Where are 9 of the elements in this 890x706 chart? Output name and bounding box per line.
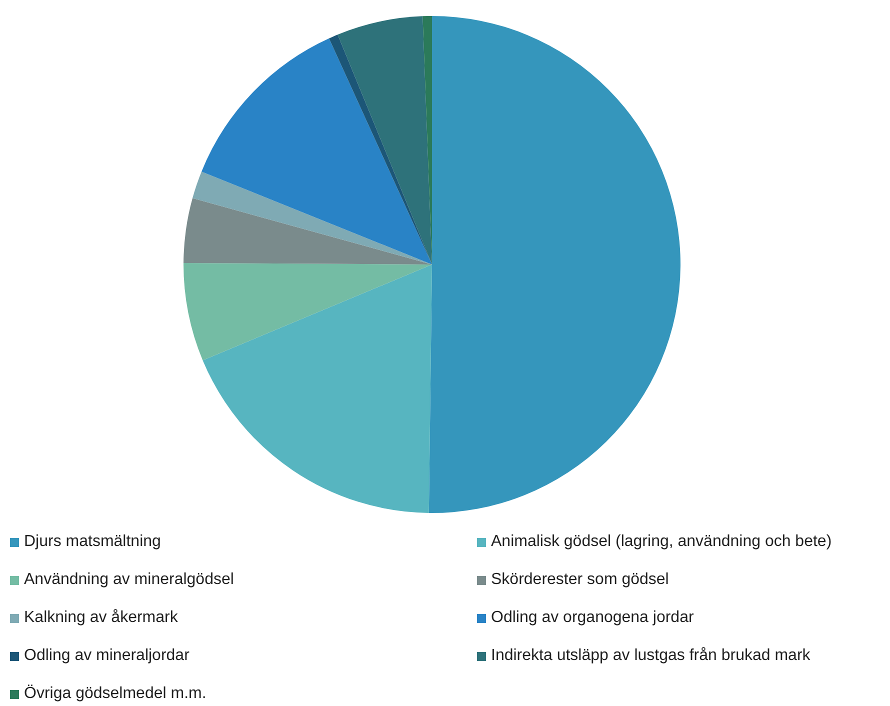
legend-label: Odling av mineraljordar	[24, 647, 190, 665]
legend-label: Indirekta utsläpp av lustgas från brukad mark	[491, 647, 810, 665]
legend-label: Odling av organogena jordar	[491, 609, 694, 627]
legend-label: Djurs matsmältning	[24, 533, 161, 551]
legend-label: Skörderester som gödsel	[491, 571, 669, 589]
legend-label: Animalisk gödsel (lagring, användning och bete)	[491, 533, 832, 551]
legend-label: Användning av mineralgödsel	[24, 571, 234, 589]
legend-label: Övriga gödselmedel m.m.	[24, 685, 206, 703]
legend-label: Kalkning av åkermark	[24, 609, 178, 627]
